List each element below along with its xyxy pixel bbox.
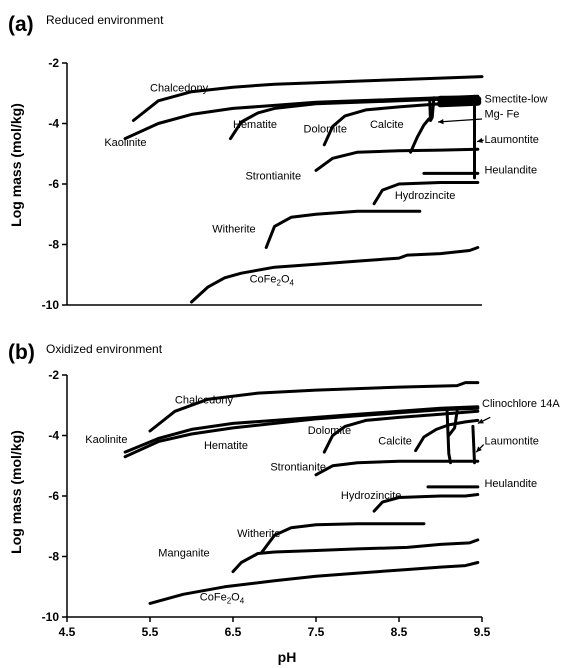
panel-b-curve-label: Strontianite (270, 461, 326, 473)
panel-a-curve-label: Heulandite (484, 164, 537, 176)
panel-b-curve-label: Laumontite (484, 436, 538, 448)
panel-a-title: Reduced environment (46, 13, 164, 27)
panel-b-curve-label: Clinochlore 14A (482, 398, 560, 410)
panel-a-curve-label: Smectite-low (484, 93, 547, 105)
panel-b-curve-label: Calcite (378, 436, 412, 448)
panel-a-series-line (264, 209, 422, 249)
panel-a-series-line (229, 97, 480, 141)
panel-a-y-tick-label: -6 (48, 177, 59, 191)
panel-b-series-line (148, 561, 480, 605)
panel-b-curve-label: CoFe2O4 (200, 591, 245, 605)
panel-b: (b) Oxidized environment Log mass (mol/k… (8, 341, 560, 665)
panel-b-x-tick-label: 5.5 (142, 625, 159, 639)
panel-b-series-line (414, 418, 480, 453)
panel-b-ylabel: Log mass (mol/kg) (8, 430, 24, 554)
panel-b-curve-label: Chalcedony (175, 395, 234, 407)
panel-b-arrow-head (477, 418, 484, 424)
panel-b-curve-label: Hydrozincite (341, 490, 402, 502)
panel-b-series-line (123, 405, 480, 454)
panel-b-xlabel: pH (278, 649, 297, 665)
panel-b-series-line (231, 538, 480, 574)
panel-b-curve-label: Dolomite (308, 425, 351, 437)
panel-a-series-line (372, 181, 480, 206)
panel-a-labels: Chalcedony Kaolinite Hematite Dolomite Calci… (104, 83, 547, 288)
panel-a-curve-label: Chalcedony (150, 83, 209, 95)
panel-b-letter: (b) (8, 341, 35, 364)
panel-b-curve-label: Hematite (204, 440, 248, 452)
panel-b-series-line (123, 406, 480, 459)
panel-b-title: Oxidized environment (46, 342, 163, 356)
panel-a-curve-label: CoFe2O4 (250, 273, 295, 287)
panel-b-series-line (260, 522, 426, 554)
panel-a-series-line (123, 94, 480, 141)
panel-a-series-line (131, 75, 484, 122)
panel-b-x-tick-label: 4.5 (59, 625, 76, 639)
panel-a-arrow-head (438, 119, 444, 125)
panel-a-y-tick-label: -10 (42, 298, 60, 312)
panel-b-y-tick-label: -6 (48, 489, 59, 503)
panel-b-curve-label: Heulandite (484, 478, 537, 490)
panel-b-series (123, 381, 480, 605)
panel-b-x-tick-label: 6.5 (225, 625, 242, 639)
panel-a-axes: -2 -4 -6 -8 -10 (42, 56, 482, 312)
panel-b-series-line (447, 409, 459, 437)
panel-a-arrow (437, 118, 483, 123)
panel-a-y-tick-label: -4 (48, 117, 59, 131)
panel-b-y-tick-label: -4 (48, 429, 59, 443)
panel-b-x-tick-label: 8.5 (391, 625, 408, 639)
panel-b-curve-label: Kaolinite (85, 434, 127, 446)
panel-b-labels: Chalcedony Kaolinite Hematite Dolomite Calci… (85, 395, 560, 606)
panel-b-y-tick-label: -10 (42, 610, 60, 624)
panel-a-curve-label: Kaolinite (104, 137, 146, 149)
panel-a-series-line (428, 96, 436, 122)
panel-b-series-line (471, 424, 476, 465)
panel-b-x-tick-label: 9.5 (474, 625, 491, 639)
panel-b-curve-label: Witherite (237, 528, 280, 540)
panel-a-y-tick-label: -8 (48, 238, 59, 252)
panel-b-series-line (322, 409, 480, 454)
panel-b-x-tick-label: 7.5 (308, 625, 325, 639)
panel-a-series-overlap (437, 98, 482, 108)
panel-a-arrow-head (477, 137, 483, 143)
panel-a-curve-label: Hematite (233, 119, 277, 131)
panel-b-y-tick-label: -8 (48, 550, 59, 564)
panel-a-y-tick-label: -2 (48, 56, 59, 70)
panel-b-axes: -2 -4 -6 -8 -104.5 5.5 6.5 7.5 8.5 9.5 (42, 368, 491, 639)
panel-a-curve-label: Mg- Fe (484, 108, 519, 120)
panel-b-arrow-head (476, 446, 482, 453)
panel-a: (a) Reduced environment Log mass (mol/kg… (8, 13, 548, 312)
panel-a-curve-label: Calcite (370, 119, 404, 131)
panel-a-series (123, 75, 484, 304)
panel-a-curve-label: Hydrozincite (395, 190, 456, 202)
panel-b-series-line (372, 493, 480, 513)
panel-a-curve-label: Witherite (212, 223, 255, 235)
panel-a-curve-label: Dolomite (304, 124, 347, 136)
panel-a-series-line (409, 117, 431, 154)
panel-b-series-line (148, 381, 480, 433)
panel-a-ylabel: Log mass (mol/kg) (8, 103, 24, 227)
panel-b-curve-label: Manganite (158, 548, 209, 560)
panel-a-series-line (190, 246, 480, 304)
panel-a-curve-label: Laumontite (484, 134, 538, 146)
panel-b-y-tick-label: -2 (48, 368, 59, 382)
panel-a-letter: (a) (8, 13, 34, 36)
panel-b-series-line (314, 459, 480, 477)
panel-b-series-line (445, 409, 452, 465)
panel-a-curve-label: Strontianite (245, 170, 301, 182)
panel-a-series-line (314, 147, 480, 172)
